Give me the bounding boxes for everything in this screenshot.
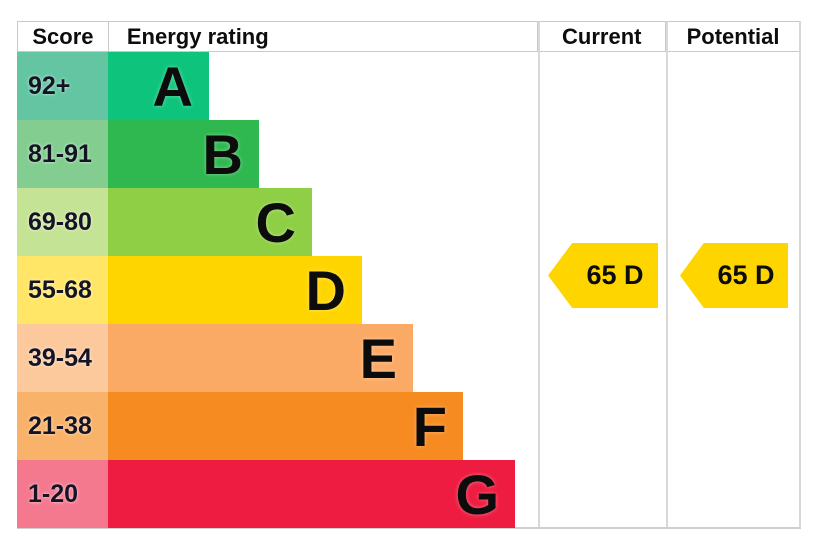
epc-table: Score Energy rating Current Potential 92…: [17, 21, 801, 529]
band-bar-c: C: [108, 188, 312, 256]
band-bar-f: F: [108, 392, 463, 460]
band-row-d: 55-68 D: [17, 256, 801, 324]
band-row-f: 21-38 F: [17, 392, 801, 460]
epc-header-row: Score Energy rating Current Potential: [17, 21, 801, 52]
band-row-c: 69-80 C: [17, 188, 801, 256]
band-bar-g: G: [108, 460, 515, 528]
score-range-e: 39-54: [17, 324, 108, 392]
score-range-c: 69-80: [17, 188, 108, 256]
epc-bands: 92+ A 81-91 B 69-80 C 55-68 D 39-54 E 21…: [17, 52, 801, 528]
header-potential: Potential: [686, 23, 780, 49]
band-bar-e: E: [108, 324, 413, 392]
band-row-e: 39-54 E: [17, 324, 801, 392]
score-range-d: 55-68: [17, 256, 108, 324]
header-score: Score: [18, 22, 109, 51]
band-row-b: 81-91 B: [17, 120, 801, 188]
divider-current-potential: [666, 21, 668, 527]
header-energy-rating: Energy rating: [109, 22, 539, 51]
score-range-g: 1-20: [17, 460, 108, 528]
band-row-g: 1-20 G: [17, 460, 801, 528]
band-bar-d: D: [108, 256, 362, 324]
divider-energy-current: [538, 21, 540, 527]
divider-right-edge: [799, 21, 801, 527]
header-current: Current: [538, 22, 667, 51]
score-range-b: 81-91: [17, 120, 108, 188]
band-row-a: 92+ A: [17, 52, 801, 120]
score-range-f: 21-38: [17, 392, 108, 460]
band-bar-b: B: [108, 120, 259, 188]
score-range-a: 92+: [17, 52, 108, 120]
band-bar-a: A: [108, 52, 209, 120]
current-arrow: 65 D: [548, 243, 658, 308]
potential-arrow: 65 D: [680, 243, 788, 308]
